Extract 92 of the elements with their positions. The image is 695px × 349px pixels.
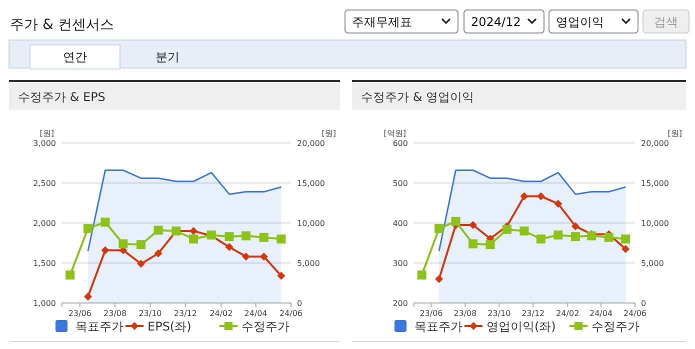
point xyxy=(190,227,198,235)
point xyxy=(277,272,286,280)
point xyxy=(571,222,580,230)
point xyxy=(502,224,512,234)
y2-tick-label: 5,000 xyxy=(297,259,320,268)
y-axis-title: [억원] xyxy=(384,129,406,138)
point xyxy=(536,234,546,244)
x-tick-label: 24/06 xyxy=(279,309,303,318)
point xyxy=(225,243,234,251)
x-tick-label: 23/12 xyxy=(522,309,545,318)
y-tick-label: 2,000 xyxy=(33,219,56,228)
point xyxy=(520,226,529,236)
x-tick-label: 24/02 xyxy=(210,309,233,318)
point xyxy=(118,239,128,248)
legend-label: 영업이익(좌) xyxy=(486,320,556,334)
text: 검색 xyxy=(654,15,678,29)
point xyxy=(604,232,614,242)
point xyxy=(136,240,146,250)
point xyxy=(100,218,110,227)
point xyxy=(520,192,528,200)
point xyxy=(154,249,162,258)
y-tick-label: 200 xyxy=(392,299,408,308)
text: 주재무제표 xyxy=(352,15,412,29)
point xyxy=(83,224,92,234)
x-tick-label: 23/08 xyxy=(104,309,127,318)
y-tick-label: 1,000 xyxy=(33,299,56,308)
text: 연간 xyxy=(63,50,87,64)
point xyxy=(84,292,92,301)
chart-title: 수정주가 & 영업이익 xyxy=(361,90,474,104)
legend-label: 수정주가 xyxy=(592,320,640,334)
x-tick-label: 23/06 xyxy=(68,309,92,318)
point xyxy=(259,232,268,242)
point xyxy=(621,234,630,244)
point xyxy=(189,234,198,244)
point xyxy=(242,252,250,261)
y-axis-title: [원] xyxy=(40,129,54,138)
y-tick-label: 600 xyxy=(392,139,408,148)
point xyxy=(260,252,268,261)
y2-tick-label: 20,000 xyxy=(297,139,325,148)
y2-tick-label: 15,000 xyxy=(641,179,669,188)
x-tick-label: 24/04 xyxy=(244,309,268,318)
point xyxy=(434,224,444,234)
point xyxy=(417,270,426,280)
point xyxy=(570,232,580,242)
text: 2024/12 xyxy=(471,15,521,29)
legend-label: 목표주가 xyxy=(76,320,124,334)
x-tick-label: 24/04 xyxy=(590,309,613,318)
y-tick-label: 1,500 xyxy=(33,259,56,268)
legend-label: 목표주가 xyxy=(414,320,462,334)
point xyxy=(224,232,234,242)
x-tick-label: 23/10 xyxy=(488,309,511,318)
y2-tick-label: 20,000 xyxy=(641,139,669,148)
point xyxy=(101,246,110,254)
point xyxy=(554,230,563,240)
text: 분기 xyxy=(156,50,180,64)
point xyxy=(468,239,478,248)
point xyxy=(469,221,478,229)
text: 주가 & 컨센서스 xyxy=(10,17,114,33)
point xyxy=(451,216,460,226)
text: 영업이익 xyxy=(556,15,604,29)
x-tick-label: 23/10 xyxy=(138,309,162,318)
y-tick-label: 400 xyxy=(392,219,408,228)
y2-tick-label: 10,000 xyxy=(641,219,669,228)
y2-tick-label: 10,000 xyxy=(297,219,325,228)
y-tick-label: 3,000 xyxy=(33,139,56,148)
legend-label: EPS(좌) xyxy=(148,320,192,334)
y2-tick-label: 5,000 xyxy=(641,259,664,268)
y-tick-label: 500 xyxy=(392,179,408,188)
x-tick-label: 24/02 xyxy=(556,309,580,318)
point xyxy=(154,226,163,235)
point xyxy=(622,245,630,253)
y2-axis-title: [원] xyxy=(668,129,682,138)
x-tick-label: 23/08 xyxy=(454,309,477,318)
x-tick-label: 23/12 xyxy=(174,309,197,318)
y2-axis-title: [원] xyxy=(322,129,336,138)
y2-tick-label: 0 xyxy=(297,299,302,308)
point xyxy=(536,192,545,200)
point xyxy=(66,270,75,280)
legend-label: 수정주가 xyxy=(242,320,290,334)
x-tick-label: 23/06 xyxy=(420,309,443,318)
point xyxy=(486,240,495,250)
y2-tick-label: 15,000 xyxy=(297,179,325,188)
chart-title: 수정주가 & EPS xyxy=(18,90,106,104)
point xyxy=(554,200,562,208)
y2-tick-label: 0 xyxy=(641,299,646,308)
point xyxy=(137,260,146,268)
y-tick-label: 2,500 xyxy=(33,179,56,188)
point xyxy=(242,231,251,240)
x-tick-label: 24/06 xyxy=(623,309,647,318)
point xyxy=(276,234,286,244)
point xyxy=(435,275,444,283)
y-tick-label: 300 xyxy=(392,259,408,268)
